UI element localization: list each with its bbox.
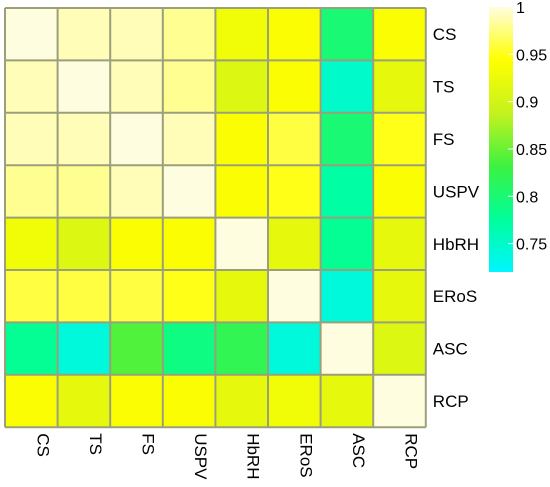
- heatmap-cell-cs-uspv: [162, 8, 216, 61]
- column-label-hbrh: HbRH: [244, 433, 263, 479]
- heatmap-cell-uspv-ts: [57, 165, 111, 218]
- row-label-asc: ASC: [433, 340, 468, 359]
- column-label-ts: TS: [86, 433, 105, 455]
- heatmap-cell-cs-fs: [110, 8, 163, 61]
- row-label-eros: ERoS: [433, 287, 477, 306]
- heatmap-cell-cs-eros: [268, 8, 321, 61]
- heatmap-cell-rcp-hbrh: [215, 374, 268, 428]
- heatmap-cell-rcp-eros: [268, 374, 321, 428]
- heatmap-cell-asc-eros: [268, 322, 321, 375]
- heatmap-cell-fs-hbrh: [215, 112, 268, 166]
- colorbar-gradient: [489, 7, 513, 272]
- colorbar-ticks: 1 0.95 0.9 0.85 0.8 0.75: [508, 0, 547, 254]
- heatmap-cell-hbrh-ts: [57, 217, 111, 270]
- heatmap-cell-hbrh-hbrh: [215, 217, 268, 270]
- heatmap-cell-fs-uspv: [162, 112, 216, 166]
- heatmap-cell-eros-eros: [268, 270, 321, 323]
- heatmap-cell-hbrh-fs: [110, 217, 163, 270]
- colorbar-tick-label: 0.8: [516, 189, 538, 206]
- heatmap-cell-ts-hbrh: [215, 60, 268, 113]
- heatmap-cell-eros-cs: [5, 270, 58, 323]
- column-label-cs: CS: [33, 433, 52, 457]
- heatmap-cell-ts-cs: [5, 60, 58, 113]
- heatmap-cell-eros-rcp: [373, 270, 426, 323]
- row-label-rcp: RCP: [433, 392, 469, 411]
- column-label-eros: ERoS: [296, 433, 315, 477]
- heatmap-cell-uspv-cs: [5, 165, 58, 218]
- colorbar-tick-label: 0.9: [516, 95, 538, 112]
- row-label-ts: TS: [433, 78, 455, 97]
- colorbar-tick-label: 0.95: [516, 47, 547, 64]
- heatmap-cell-cs-asc: [320, 8, 374, 61]
- heatmap-cell-rcp-fs: [110, 374, 163, 428]
- heatmap-cell-rcp-cs: [5, 374, 58, 428]
- colorbar-tick-label: 0.75: [516, 237, 547, 254]
- heatmap-cell-cs-cs: [5, 8, 58, 61]
- row-labels: CS TS FS USPV HbRH ERoS ASC RCP: [433, 25, 480, 411]
- heatmap-cell-cs-hbrh: [215, 8, 268, 61]
- heatmap-cell-ts-eros: [268, 60, 321, 113]
- column-labels: CS TS FS USPV HbRH ERoS ASC RCP: [33, 433, 420, 480]
- heatmap-cell-cs-ts: [57, 8, 111, 61]
- heatmap-cell-hbrh-rcp: [373, 217, 426, 270]
- column-label-rcp: RCP: [402, 433, 421, 469]
- heatmap-cell-asc-uspv: [162, 322, 216, 375]
- heatmap-cell-asc-cs: [5, 322, 58, 375]
- column-label-uspv: USPV: [191, 433, 210, 480]
- heatmap-grid: [4, 7, 427, 429]
- heatmap-cell-uspv-fs: [110, 165, 163, 218]
- heatmap-cell-eros-ts: [57, 270, 111, 323]
- heatmap-cell-hbrh-eros: [268, 217, 321, 270]
- heatmap-cell-fs-eros: [268, 112, 321, 166]
- heatmap-cell-asc-ts: [57, 322, 111, 375]
- row-label-cs: CS: [433, 25, 457, 44]
- heatmap-cell-uspv-eros: [268, 165, 321, 218]
- heatmap-cell-uspv-hbrh: [215, 165, 268, 218]
- column-label-asc: ASC: [349, 433, 368, 468]
- colorbar-tick-label: 1: [516, 0, 525, 17]
- heatmap-cell-eros-hbrh: [215, 270, 268, 323]
- heatmap-cell-asc-fs: [110, 322, 163, 375]
- heatmap-cell-rcp-uspv: [162, 374, 216, 428]
- heatmap-cell-ts-fs: [110, 60, 163, 113]
- heatmap-cell-fs-fs: [110, 112, 163, 166]
- heatmap-cell-eros-asc: [320, 270, 374, 323]
- heatmap-cells: [5, 8, 426, 428]
- heatmap-cell-hbrh-uspv: [162, 217, 216, 270]
- heatmap-cell-fs-cs: [5, 112, 58, 166]
- heatmap-cell-eros-fs: [110, 270, 163, 323]
- heatmap-cell-rcp-ts: [57, 374, 111, 428]
- heatmap-cell-fs-ts: [57, 112, 111, 166]
- heatmap-cell-fs-asc: [320, 112, 374, 166]
- heatmap-cell-asc-asc: [320, 322, 374, 375]
- heatmap-cell-eros-uspv: [162, 270, 216, 323]
- colorbar-tick-label: 0.85: [516, 142, 547, 159]
- row-label-fs: FS: [433, 130, 455, 149]
- heatmap-cell-ts-ts: [57, 60, 111, 113]
- heatmap-cell-rcp-asc: [320, 374, 374, 428]
- heatmap-cell-cs-rcp: [373, 8, 426, 61]
- heatmap-cell-uspv-uspv: [162, 165, 216, 218]
- heatmap-cell-asc-hbrh: [215, 322, 268, 375]
- heatmap-cell-fs-rcp: [373, 112, 426, 166]
- heatmap-cell-ts-rcp: [373, 60, 426, 113]
- heatmap-cell-uspv-asc: [320, 165, 374, 218]
- row-label-uspv: USPV: [433, 182, 480, 201]
- heatmap-cell-ts-asc: [320, 60, 374, 113]
- heatmap-cell-rcp-rcp: [373, 374, 426, 428]
- colorbar: 1 0.95 0.9 0.85 0.8 0.75: [489, 0, 547, 272]
- heatmap-cell-ts-uspv: [162, 60, 216, 113]
- heatmap-cell-uspv-rcp: [373, 165, 426, 218]
- heatmap-cell-asc-rcp: [373, 322, 426, 375]
- heatmap-cell-hbrh-asc: [320, 217, 374, 270]
- row-label-hbrh: HbRH: [433, 235, 479, 254]
- heatmap-cell-hbrh-cs: [5, 217, 58, 270]
- column-label-fs: FS: [139, 433, 158, 455]
